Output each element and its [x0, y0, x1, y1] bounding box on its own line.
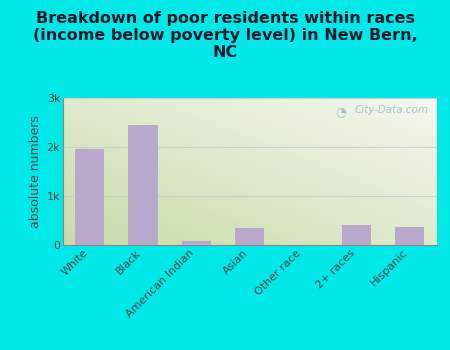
Text: City-Data.com: City-Data.com: [355, 105, 429, 116]
Text: Breakdown of poor residents within races
(income below poverty level) in New Ber: Breakdown of poor residents within races…: [32, 10, 418, 60]
Bar: [182, 241, 211, 245]
Bar: [342, 225, 371, 245]
Bar: [395, 227, 424, 245]
Bar: [128, 125, 158, 245]
Y-axis label: absolute numbers: absolute numbers: [29, 115, 42, 228]
Bar: [235, 228, 265, 245]
Bar: [75, 149, 104, 245]
Text: ◔: ◔: [336, 105, 346, 118]
